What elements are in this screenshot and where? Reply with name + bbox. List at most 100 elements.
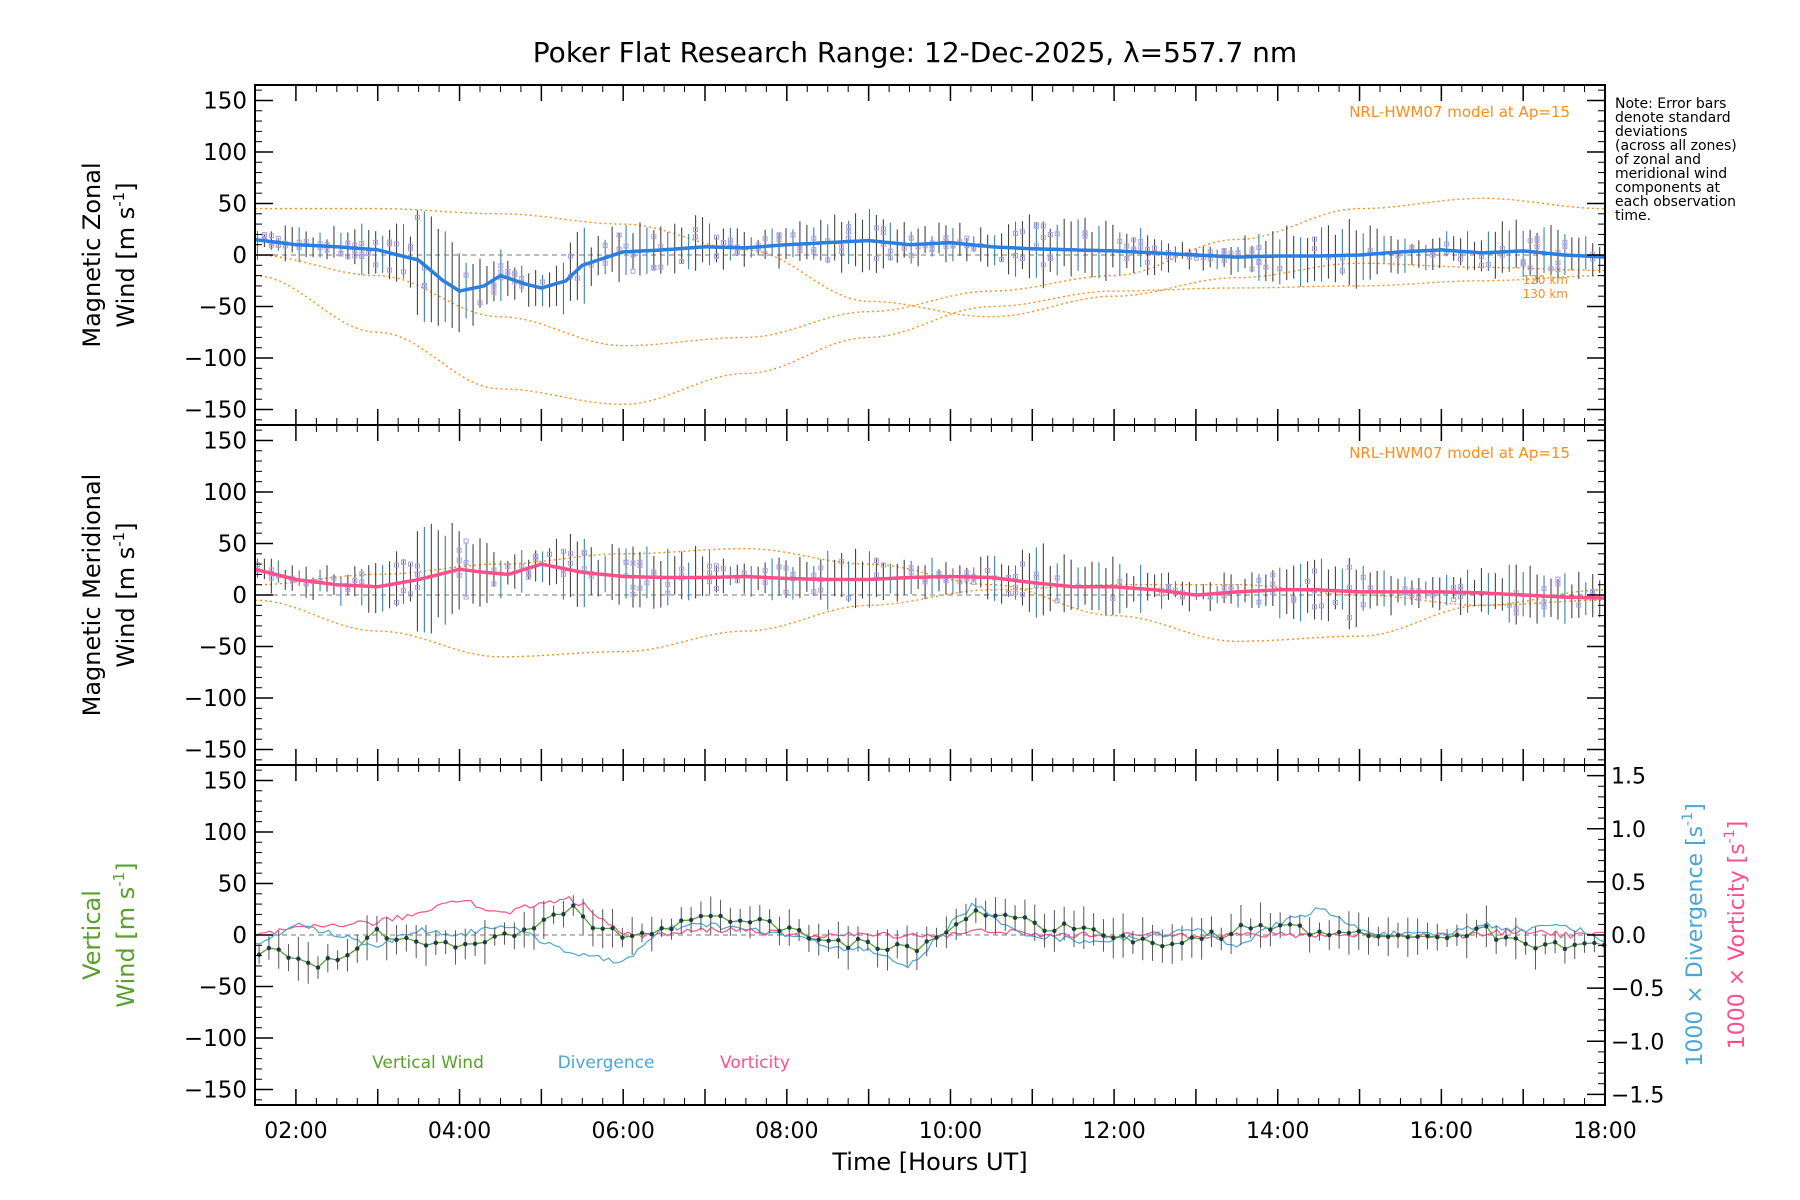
zone-point [1033, 222, 1039, 228]
zone-point [999, 256, 1005, 262]
zone-point [693, 234, 699, 240]
meridional-wind-line [254, 562, 1606, 600]
zone-point [1221, 257, 1227, 263]
zone-point [359, 253, 365, 259]
error-bar-note: Note: Error bars denote standard deviati… [1615, 96, 1737, 224]
vertical-wind-point [1415, 934, 1420, 939]
vertical-wind-point [355, 946, 360, 951]
zone-point [1019, 229, 1025, 235]
vertical-wind-point [777, 928, 782, 934]
zone-point [637, 562, 643, 568]
zone-point [776, 564, 782, 570]
zone-point [713, 253, 719, 259]
zone-point [1131, 237, 1137, 243]
zone-point [1249, 247, 1255, 253]
y-tick-label: 50 [218, 871, 247, 897]
y-tick-label: 0 [232, 243, 247, 269]
zone-point [727, 237, 733, 243]
vertical-wind-point [1209, 929, 1214, 934]
vertical-wind-point [747, 920, 753, 925]
vertical-wind-point [1140, 936, 1145, 941]
zone-point [971, 579, 977, 585]
zone-point [414, 571, 420, 577]
zone-point [957, 579, 963, 585]
zone-point [477, 300, 483, 306]
zone-point [560, 571, 566, 577]
zone-point [1451, 584, 1457, 590]
zone-point [421, 283, 427, 289]
zone-point [407, 243, 413, 249]
note-line: time. [1615, 208, 1651, 224]
vertical-wind-point [737, 918, 743, 923]
zone-point [1124, 256, 1130, 262]
zone-point [964, 570, 970, 576]
zone-point [818, 587, 824, 593]
zone-point [713, 585, 719, 591]
vertical-wind-point [453, 945, 458, 950]
zone-point [1555, 581, 1561, 587]
vertical-wind-point [1317, 929, 1322, 934]
ylabel-bracket: ] [112, 182, 140, 191]
zone-point [651, 265, 657, 271]
zone-point [1013, 573, 1018, 579]
vertical-wind-point [413, 939, 419, 944]
vertical-wind-point [364, 935, 370, 941]
y-tick-label: 100 [203, 480, 247, 506]
zone-point [1033, 571, 1039, 577]
vertical-wind-point [551, 912, 556, 917]
zone-point [665, 590, 671, 596]
zone-point [623, 243, 629, 249]
zone-point [1548, 266, 1554, 272]
y-tick-label: −150 [184, 398, 247, 424]
vertical-wind-point [1160, 943, 1165, 949]
zone-point [491, 289, 497, 295]
vertical-wind-point [914, 948, 920, 954]
vertical-wind-point [728, 919, 733, 925]
vertical-wind-point [1395, 933, 1401, 938]
zone-point [1416, 595, 1422, 601]
y-tick-label: −150 [184, 1078, 247, 1104]
vertical-wind-point [1150, 940, 1155, 946]
zone-point [394, 562, 400, 568]
vertical-wind-point [855, 936, 861, 942]
zone-point [560, 548, 566, 554]
zone-point [887, 255, 893, 261]
vertical-wind-point [1493, 937, 1499, 942]
zone-point [846, 595, 852, 601]
zone-point [811, 589, 817, 595]
zone-point [943, 235, 949, 241]
y-tick-label: 100 [203, 820, 247, 846]
vertical-wind-point [1012, 915, 1018, 920]
zone-point [1555, 576, 1561, 582]
zone-point [1555, 260, 1561, 266]
y-tick-label: 0 [232, 583, 247, 609]
vertical-wind-point [708, 913, 713, 919]
zone-point [887, 248, 893, 254]
zone-point [1562, 239, 1568, 245]
vorticity-label-sup: -1 [1722, 829, 1738, 843]
zone-point [1312, 604, 1318, 610]
y-tick-label: −150 [184, 738, 247, 764]
vertical-wind-point [423, 943, 429, 948]
zone-point [1270, 572, 1276, 578]
vertical-wind-point [1297, 923, 1303, 928]
zone-point [324, 247, 330, 253]
zone-point [1256, 599, 1262, 605]
zone-point [414, 563, 420, 569]
vertical-wind-point [875, 946, 880, 952]
zone-point [734, 578, 740, 584]
vertical-wind-point [963, 916, 969, 922]
zone-point [1360, 574, 1366, 580]
y2-tick-label: −1.5 [1611, 1083, 1664, 1108]
zone-point [762, 580, 768, 586]
vertical-wind-point [1189, 935, 1195, 940]
zone-point [581, 566, 587, 572]
zone-point [1339, 268, 1345, 274]
zone-point [366, 250, 372, 256]
y-tick-label: 50 [218, 531, 247, 557]
vertical-wind-point [315, 965, 321, 970]
vertical-wind-point [1513, 936, 1519, 941]
vertical-wind-point [266, 945, 272, 951]
vertical-wind-point [1484, 924, 1489, 929]
vertical-wind-point [1101, 933, 1106, 938]
